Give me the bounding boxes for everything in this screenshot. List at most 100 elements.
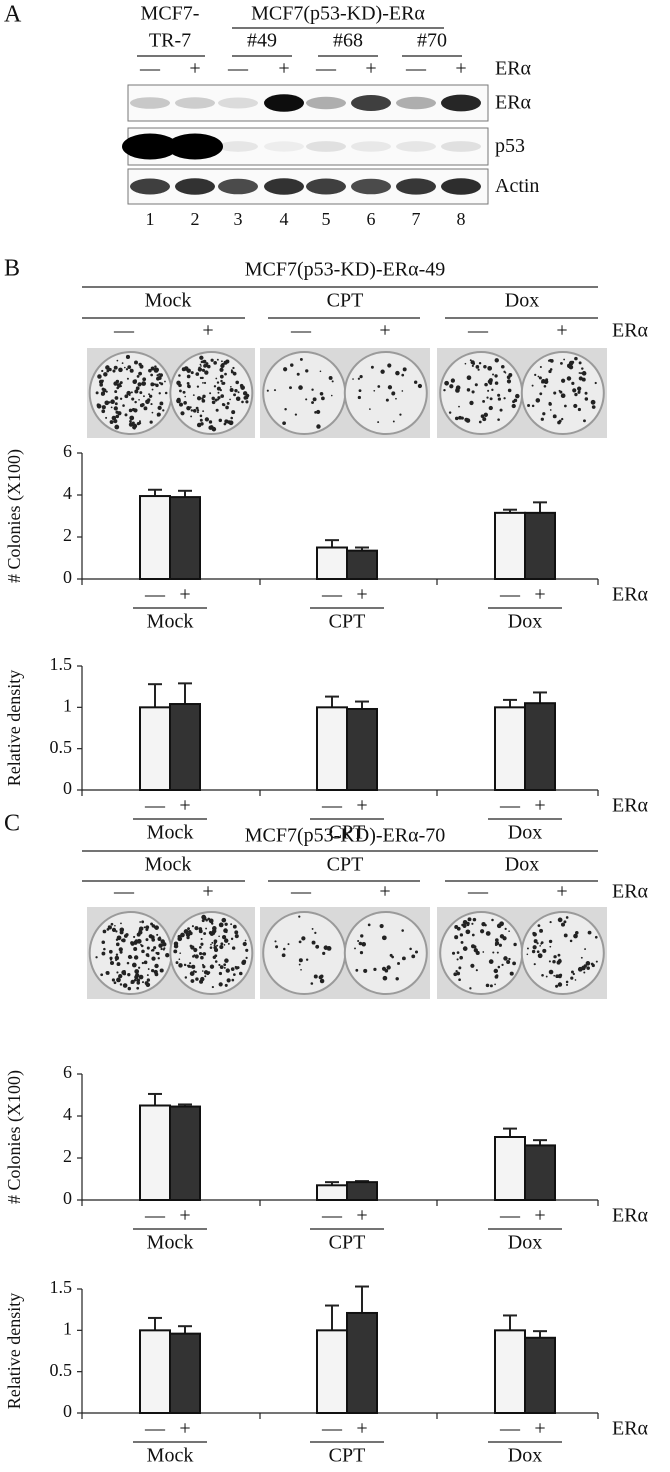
x-axis-label: ERα bbox=[612, 1205, 649, 1227]
colony bbox=[138, 421, 142, 425]
panel-letter: C bbox=[4, 811, 20, 837]
colony bbox=[492, 951, 495, 954]
colony bbox=[578, 376, 583, 381]
colony bbox=[230, 385, 232, 388]
colony bbox=[99, 383, 103, 387]
colony bbox=[561, 417, 564, 421]
colony bbox=[557, 917, 563, 923]
colony bbox=[101, 387, 105, 391]
colony bbox=[175, 961, 179, 965]
colony bbox=[220, 942, 224, 946]
colony bbox=[147, 968, 150, 970]
colony bbox=[560, 393, 566, 399]
colony bbox=[141, 920, 145, 924]
colony bbox=[102, 929, 107, 934]
colony bbox=[580, 956, 583, 959]
series-name: + bbox=[534, 584, 545, 606]
colony bbox=[120, 385, 122, 388]
colony bbox=[294, 413, 298, 416]
colony bbox=[312, 397, 317, 402]
colony bbox=[101, 369, 104, 373]
colony bbox=[367, 923, 371, 927]
colony bbox=[112, 928, 116, 931]
colony bbox=[354, 947, 356, 950]
treatment: Dox bbox=[505, 854, 539, 876]
colony bbox=[119, 950, 123, 954]
panel-letter: A bbox=[4, 2, 22, 28]
colony bbox=[103, 947, 106, 951]
colony bbox=[469, 359, 472, 362]
colony bbox=[235, 396, 241, 402]
colony bbox=[234, 388, 238, 393]
x-tick-label: Dox bbox=[508, 1232, 542, 1254]
blot-band bbox=[264, 141, 304, 152]
colony bbox=[552, 959, 556, 964]
colony bbox=[206, 364, 211, 369]
colony bbox=[526, 953, 529, 956]
colony bbox=[184, 976, 188, 979]
sign: — bbox=[405, 58, 427, 80]
colony bbox=[115, 953, 119, 956]
colony bbox=[282, 421, 286, 426]
colony bbox=[506, 379, 512, 384]
series-name: — bbox=[321, 1205, 343, 1227]
lane-number: 5 bbox=[322, 209, 331, 229]
colony bbox=[217, 391, 220, 394]
colony bbox=[485, 983, 490, 988]
colony bbox=[110, 922, 114, 926]
colony bbox=[115, 410, 119, 414]
colony bbox=[454, 935, 459, 940]
colony bbox=[569, 939, 573, 943]
sign: + bbox=[202, 881, 213, 903]
colony bbox=[223, 422, 227, 426]
bar bbox=[316, 546, 348, 580]
colony bbox=[319, 978, 325, 984]
colony bbox=[449, 384, 454, 389]
colony bbox=[148, 393, 150, 396]
colony bbox=[156, 951, 160, 956]
colony bbox=[359, 375, 363, 379]
colony bbox=[573, 933, 578, 939]
bar bbox=[524, 1336, 556, 1414]
y-axis-label: # Colonies (X100) bbox=[4, 449, 25, 583]
colony bbox=[191, 965, 194, 969]
colony bbox=[210, 943, 212, 946]
colony bbox=[230, 370, 234, 374]
colony bbox=[116, 359, 119, 362]
colony bbox=[114, 396, 119, 400]
y-tick-label: 0 bbox=[63, 1188, 72, 1208]
colony bbox=[134, 360, 138, 365]
colony bbox=[132, 379, 137, 385]
colony bbox=[224, 958, 229, 963]
colony bbox=[385, 398, 389, 402]
colony bbox=[141, 961, 145, 965]
colony bbox=[313, 974, 318, 979]
colony bbox=[488, 959, 494, 964]
colony bbox=[360, 934, 364, 938]
colony bbox=[328, 375, 333, 380]
colony bbox=[549, 945, 552, 948]
colony bbox=[492, 373, 495, 376]
colony bbox=[237, 391, 240, 394]
colony bbox=[242, 941, 247, 947]
colony bbox=[357, 939, 360, 943]
blot-band bbox=[218, 178, 258, 195]
colony bbox=[202, 410, 205, 413]
colony bbox=[581, 367, 584, 370]
colony bbox=[493, 968, 499, 974]
colony bbox=[202, 394, 206, 399]
colony bbox=[178, 374, 181, 377]
colony bbox=[201, 963, 205, 966]
bar bbox=[316, 1329, 348, 1415]
colony bbox=[125, 368, 129, 371]
colony bbox=[538, 376, 542, 380]
colony bbox=[456, 958, 459, 961]
blot-band bbox=[130, 178, 170, 195]
sign: + bbox=[365, 58, 376, 80]
well bbox=[343, 351, 428, 435]
well bbox=[262, 351, 347, 435]
colony bbox=[115, 379, 120, 384]
colony bbox=[179, 952, 182, 954]
colony bbox=[321, 396, 325, 401]
colony bbox=[478, 420, 482, 424]
